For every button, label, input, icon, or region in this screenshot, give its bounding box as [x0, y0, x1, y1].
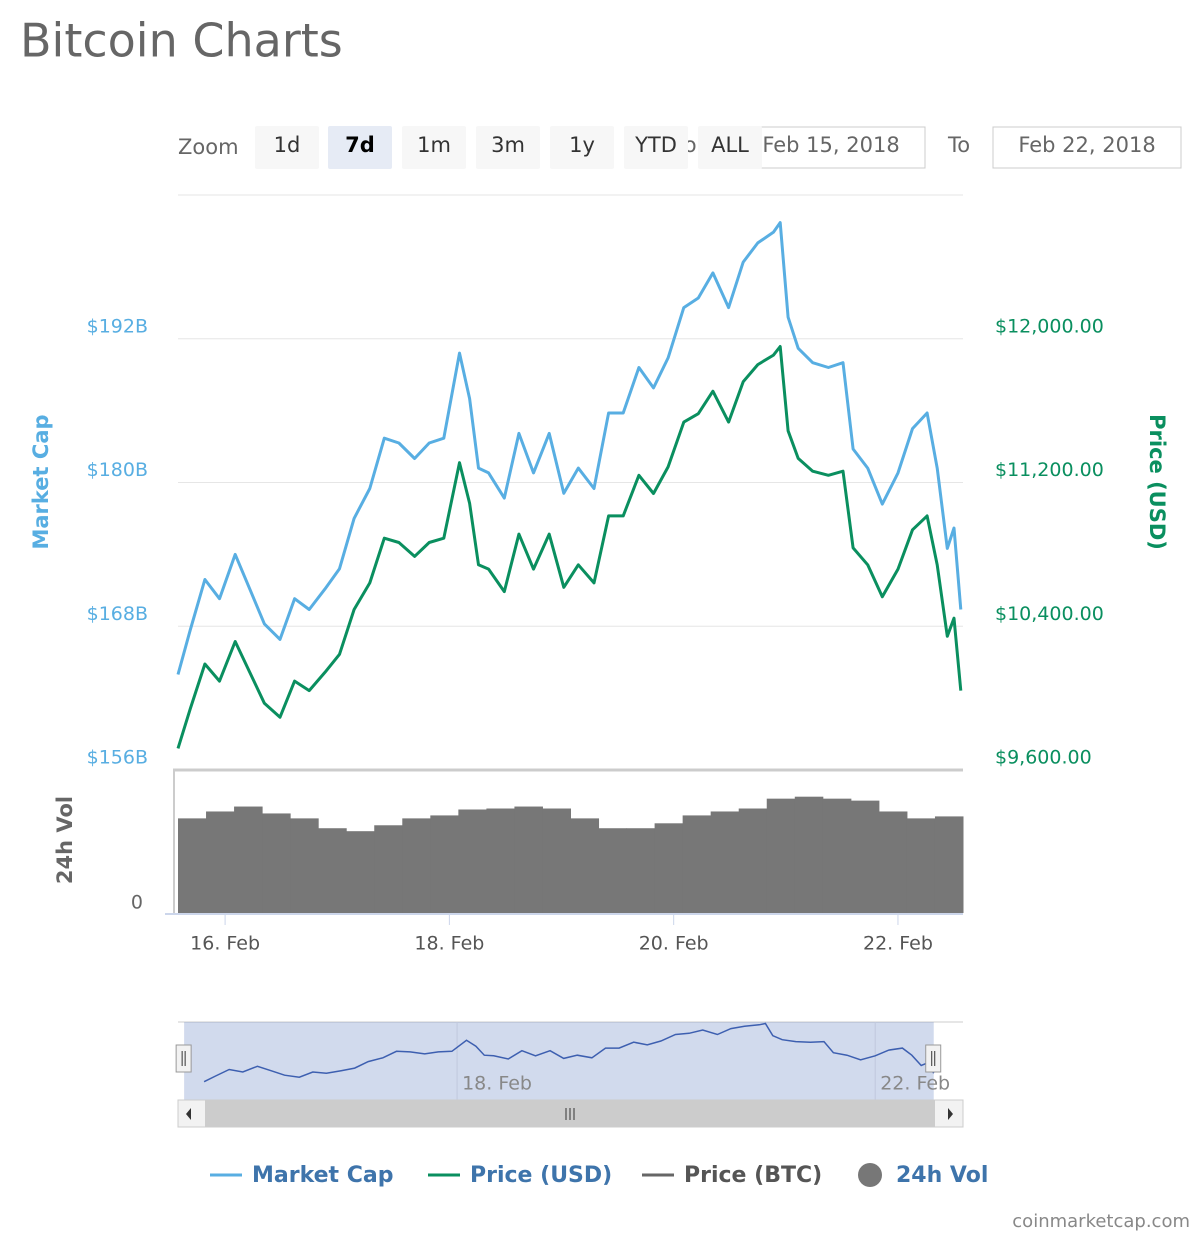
- volume-bar: [346, 831, 375, 913]
- y3-axis-title: 24h Vol: [53, 796, 77, 884]
- volume-bar: [402, 818, 431, 913]
- y-tick-label: $192B: [87, 315, 148, 337]
- volume-bar: [626, 828, 656, 913]
- x-tick-label: 18. Feb: [414, 933, 484, 955]
- zoom-button-label[interactable]: ALL: [711, 133, 749, 157]
- x-tick-label: 16. Feb: [190, 933, 260, 955]
- to-value[interactable]: Feb 22, 2018: [1018, 133, 1155, 157]
- market-cap-line: [176, 221, 963, 675]
- navigator-handle[interactable]: [925, 1044, 942, 1073]
- volume-bar: [514, 806, 543, 913]
- volume-bar: [178, 818, 207, 913]
- volume-bar: [486, 808, 515, 913]
- zoom-button[interactable]: [624, 126, 688, 169]
- y2-tick-label: $11,200.00: [995, 459, 1104, 481]
- zoom-button[interactable]: [402, 126, 466, 169]
- navigator-tick-label: 18. Feb: [462, 1073, 532, 1095]
- scroll-left[interactable]: [186, 1108, 191, 1120]
- legend-label[interactable]: Price (BTC): [684, 1163, 822, 1188]
- zoom-button-label[interactable]: YTD: [634, 133, 677, 157]
- zoom-button[interactable]: [328, 126, 392, 169]
- from-value[interactable]: Feb 15, 2018: [762, 133, 899, 157]
- volume-bar: [738, 808, 768, 913]
- y2-tick-label: $9,600.00: [995, 747, 1092, 769]
- zoom-button-label[interactable]: 1d: [274, 133, 301, 157]
- volume-bar: [878, 811, 908, 913]
- legend-label[interactable]: Market Cap: [252, 1163, 393, 1188]
- zoom-button[interactable]: [476, 126, 540, 169]
- zoom-button-label[interactable]: 1y: [569, 133, 595, 157]
- x-tick-label: 22. Feb: [863, 933, 933, 955]
- page-title: Bitcoin Charts: [20, 14, 343, 68]
- y-tick-label: $156B: [87, 747, 148, 769]
- volume-bar: [374, 825, 403, 913]
- volume-bar: [570, 818, 600, 913]
- y-axis-title: Market Cap: [29, 414, 53, 549]
- volume-bar: [850, 800, 880, 913]
- volume-bar: [934, 816, 964, 913]
- zoom-label: Zoom: [178, 135, 239, 159]
- volume-bar: [766, 798, 796, 913]
- zoom-button-label[interactable]: 3m: [491, 133, 525, 157]
- credit: coinmarketcap.com: [1012, 1211, 1190, 1232]
- zoom-button-label[interactable]: 7d: [345, 133, 375, 157]
- volume-bar: [206, 811, 235, 913]
- volume-bar: [682, 815, 712, 913]
- legend-symbol[interactable]: [858, 1163, 882, 1187]
- navigator-line: [203, 1022, 935, 1083]
- legend-label[interactable]: Price (USD): [470, 1163, 612, 1188]
- to-label: To: [947, 133, 970, 157]
- volume-bar: [318, 828, 347, 913]
- zoom-button[interactable]: [550, 126, 614, 169]
- price-usd-line: [176, 345, 963, 749]
- y2-tick-label: $10,400.00: [995, 603, 1104, 625]
- scroll-right[interactable]: [948, 1108, 953, 1120]
- zoom-button[interactable]: [255, 126, 319, 169]
- navigator-selection: [184, 1022, 934, 1100]
- volume-bar: [430, 815, 459, 913]
- volume-bar: [290, 818, 319, 913]
- x-tick-label: 20. Feb: [639, 933, 709, 955]
- navigator-handle[interactable]: [175, 1044, 192, 1073]
- y2-axis-title: Price (USD): [1145, 414, 1169, 550]
- y-tick-label: $168B: [87, 603, 148, 625]
- volume-bar: [794, 796, 824, 913]
- volume-bar: [654, 823, 684, 913]
- volume-bar: [822, 798, 852, 913]
- zoom-button[interactable]: [698, 126, 762, 169]
- navigator-tick-label: 22. Feb: [880, 1073, 950, 1095]
- volume-bar: [906, 818, 936, 913]
- volume-bar: [458, 809, 487, 913]
- volume-bar: [542, 808, 571, 913]
- to-input[interactable]: [992, 126, 1182, 169]
- legend-label[interactable]: 24h Vol: [896, 1163, 988, 1188]
- y3-tick-label: 0: [131, 892, 143, 914]
- volume-bar: [234, 806, 263, 913]
- y-tick-label: $180B: [87, 459, 148, 481]
- from-input[interactable]: [736, 126, 926, 169]
- volume-bar: [598, 828, 628, 913]
- volume-bar: [710, 811, 740, 913]
- zoom-button-label[interactable]: 1m: [417, 133, 451, 157]
- y2-tick-label: $12,000.00: [995, 315, 1104, 337]
- volume-bar: [262, 813, 291, 913]
